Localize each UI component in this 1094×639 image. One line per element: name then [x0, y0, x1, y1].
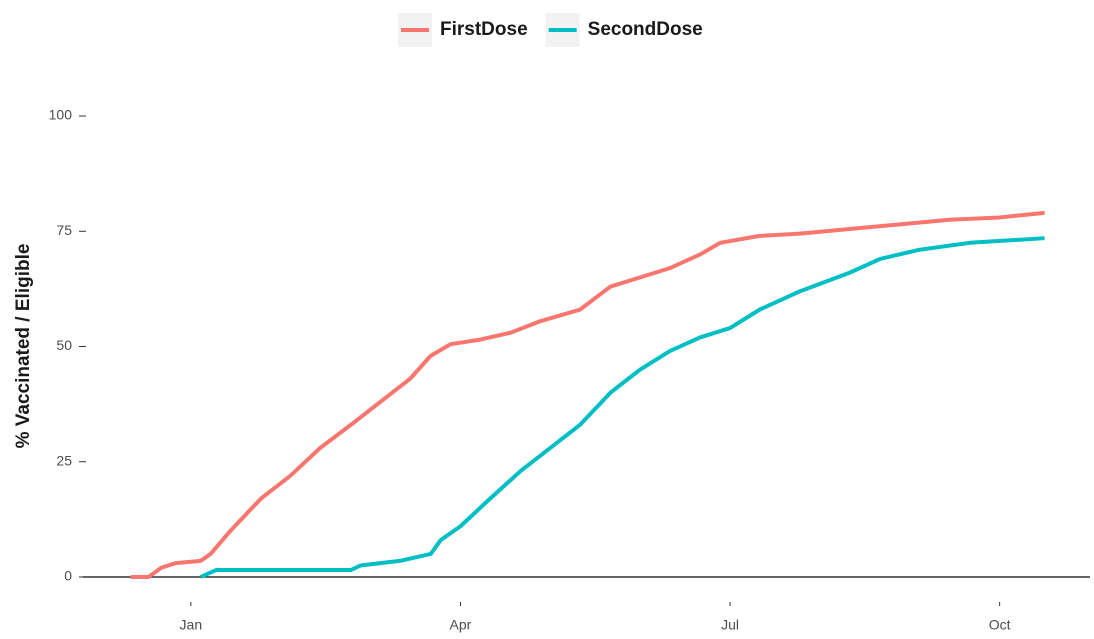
- x-tick-label: Jul: [721, 617, 739, 633]
- y-tick-label: 100: [49, 107, 73, 123]
- x-tick-label: Jan: [180, 617, 203, 633]
- y-tick-label: 75: [56, 222, 72, 238]
- y-axis-title: % Vaccinated / Eligible: [13, 244, 34, 449]
- y-tick-label: 25: [56, 452, 72, 468]
- x-tick-label: Apr: [450, 617, 472, 633]
- legend-label: FirstDose: [440, 19, 528, 40]
- line-series: [130, 210, 1045, 579]
- y-tick-label: 0: [64, 568, 72, 584]
- legend-label: SecondDose: [588, 19, 703, 40]
- x-tick-label: Oct: [989, 617, 1011, 633]
- y-tick-label: 50: [56, 337, 72, 353]
- line-series: [199, 236, 1045, 579]
